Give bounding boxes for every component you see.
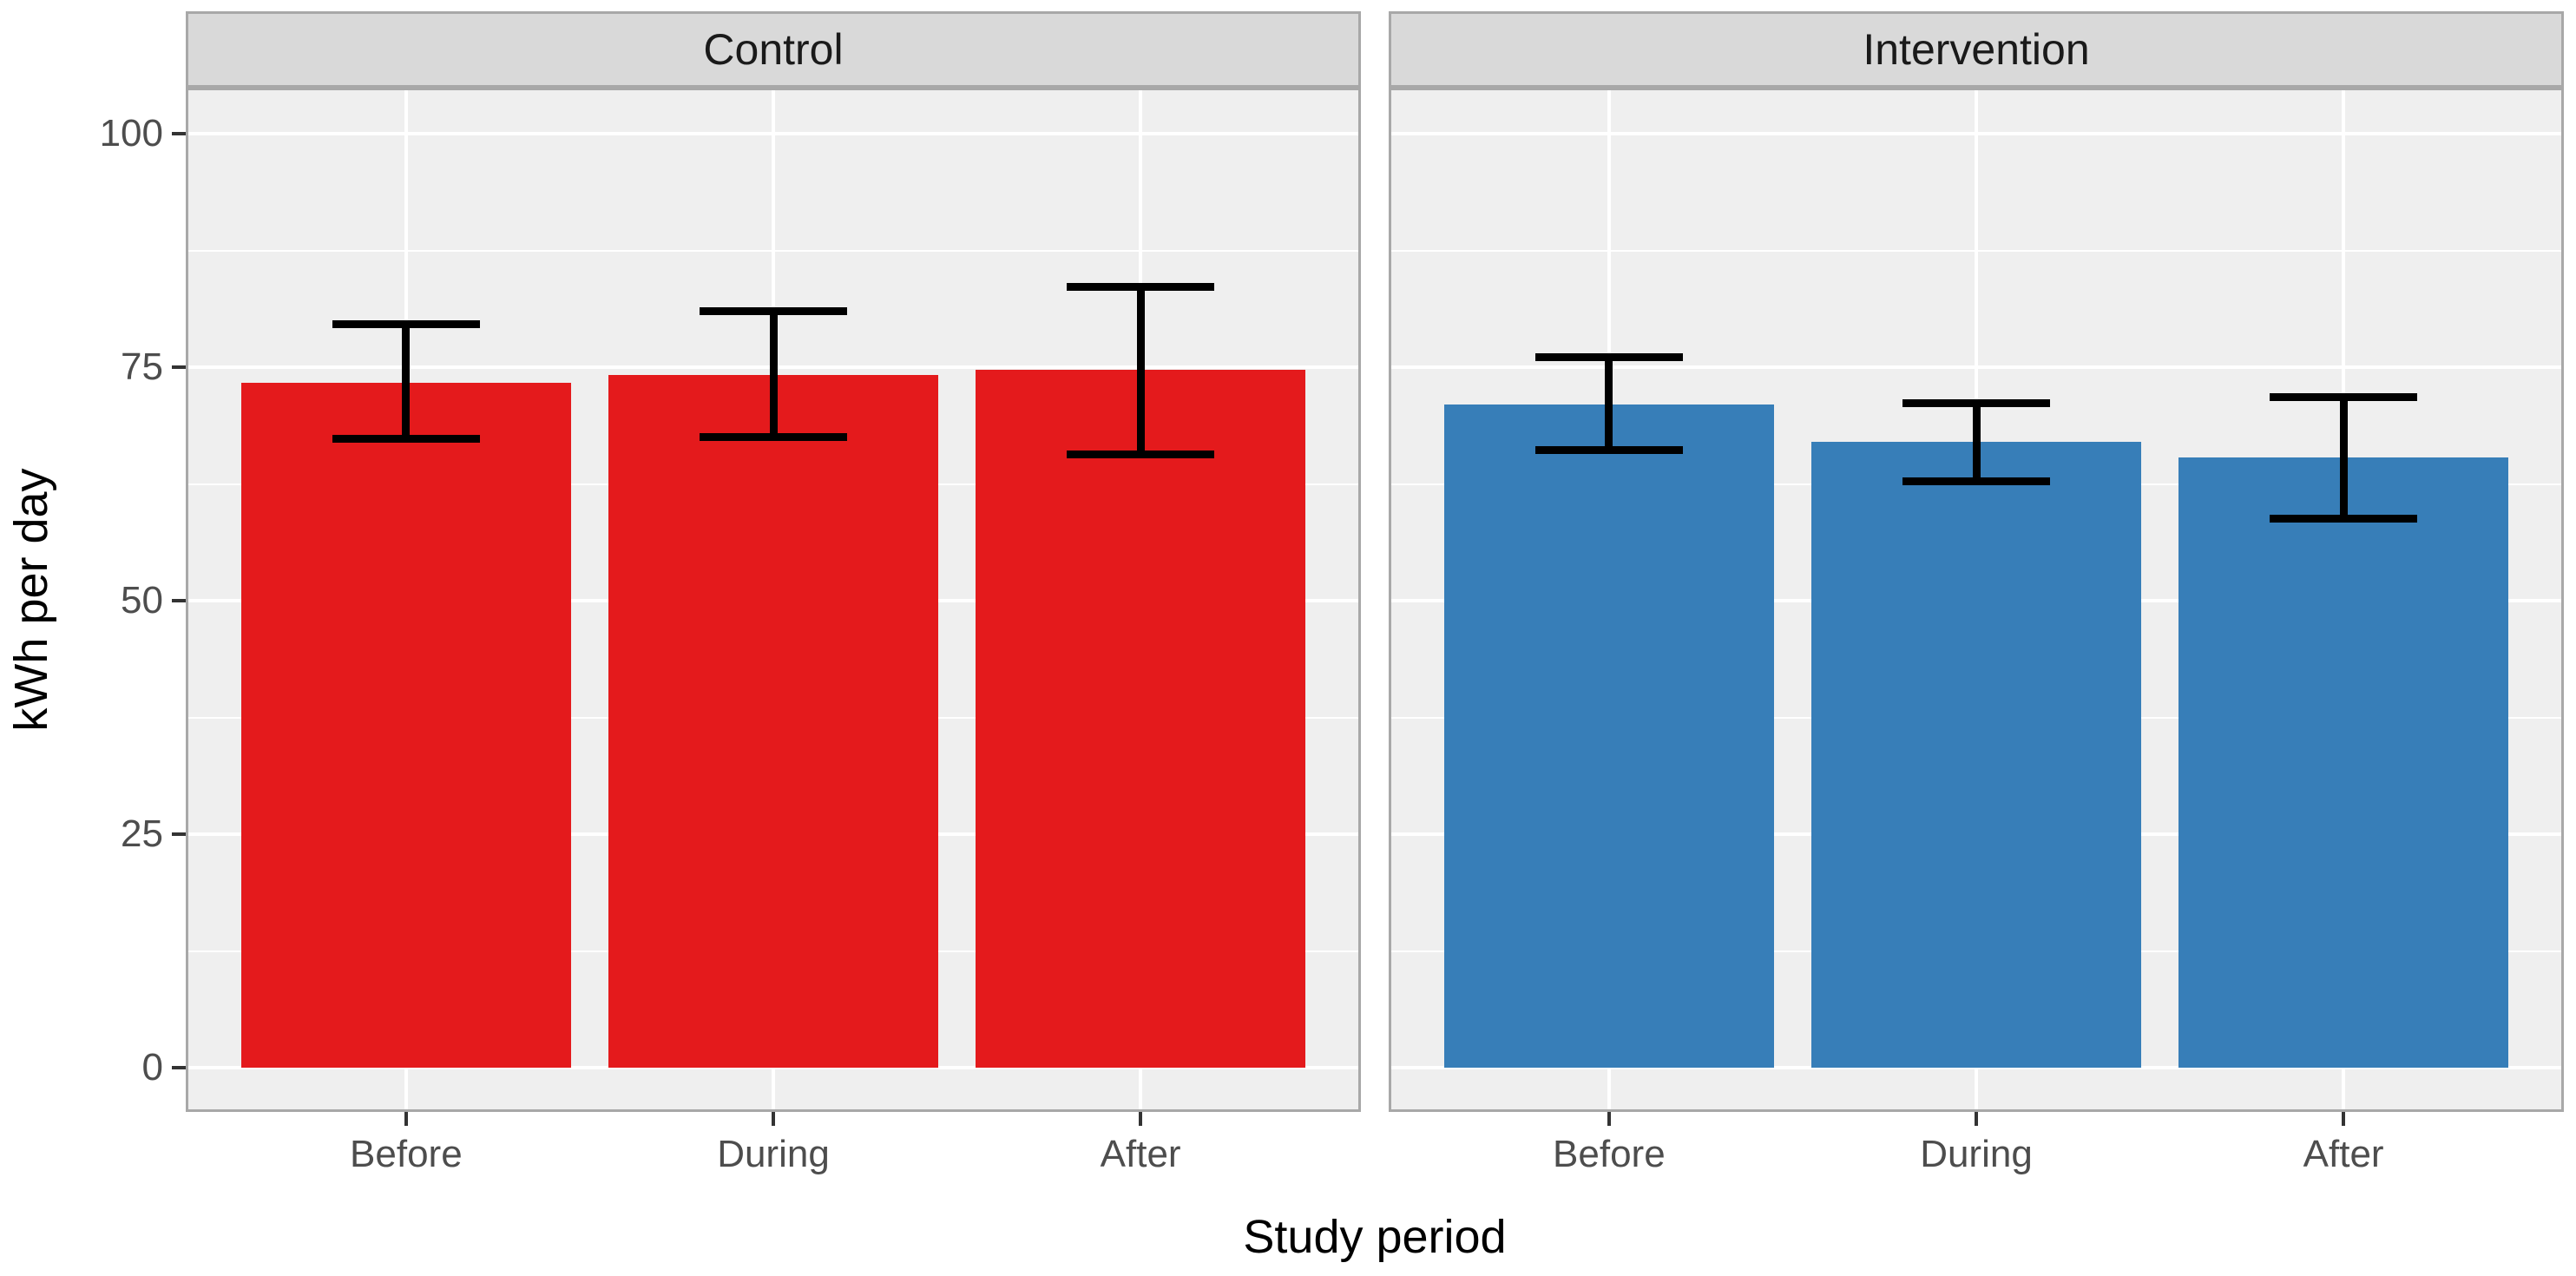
error-bar-cap-bottom-intervention-after [2270,514,2418,523]
error-bar-line-intervention-after [2339,397,2348,519]
bar-control-before [240,383,571,1068]
error-bar-cap-bottom-intervention-during [1902,477,2050,485]
y-tick-75 [172,365,186,370]
x-tick-intervention-after [2342,1112,2346,1126]
facet-strip-control: Control [186,11,1361,88]
y-tick-label-50: 50 [121,579,163,622]
y-tick-label-0: 0 [141,1045,163,1089]
x-tick-label-control-before: Before [350,1133,463,1175]
bar-intervention-before [1443,405,1774,1068]
error-bar-cap-top-control-during [700,306,847,315]
bar-control-after [976,370,1306,1068]
y-tick-100 [172,132,186,136]
facet-strip-label-intervention: Intervention [1863,25,2090,74]
facet-strip-label-control: Control [703,25,844,74]
x-tick-control-during [772,1112,775,1126]
x-tick-label-control-during: During [717,1133,830,1175]
y-tick-label-75: 75 [121,345,163,389]
x-tick-intervention-during [1975,1112,1978,1126]
error-bar-cap-top-control-before [332,320,480,329]
x-tick-control-before [404,1112,408,1126]
x-tick-label-intervention-after: After [2303,1133,2384,1175]
x-tick-control-after [1139,1112,1143,1126]
error-bar-cap-top-control-after [1067,283,1215,291]
bar-intervention-after [2178,457,2509,1068]
error-bar-cap-bottom-control-before [332,435,480,444]
y-tick-50 [172,599,186,603]
x-tick-label-control-after: After [1100,1133,1181,1175]
x-tick-label-intervention-before: Before [1553,1133,1666,1175]
error-bar-cap-bottom-intervention-before [1534,446,1683,455]
y-tick-label-100: 100 [99,112,163,155]
error-bar-line-control-before [402,324,411,439]
y-tick-25 [172,832,186,836]
error-bar-cap-bottom-control-after [1067,450,1215,458]
x-axis-title: Study period [1243,1211,1507,1263]
y-tick-0 [172,1065,186,1069]
x-tick-label-intervention-during: During [1920,1133,2033,1175]
facet-strip-intervention: Intervention [1389,11,2564,88]
error-bar-cap-top-intervention-before [1534,352,1683,361]
y-tick-label-25: 25 [121,812,163,855]
error-bar-line-control-after [1136,286,1145,455]
error-bar-line-intervention-during [1972,403,1981,482]
error-bar-line-intervention-before [1605,357,1613,451]
bar-control-during [608,374,938,1068]
x-tick-intervention-before [1607,1112,1611,1126]
error-bar-line-control-during [769,311,778,437]
error-bar-cap-top-intervention-during [1902,399,2050,408]
error-bar-cap-top-intervention-after [2270,392,2418,401]
error-bar-cap-bottom-control-during [700,433,847,442]
bar-intervention-during [1811,442,2141,1068]
